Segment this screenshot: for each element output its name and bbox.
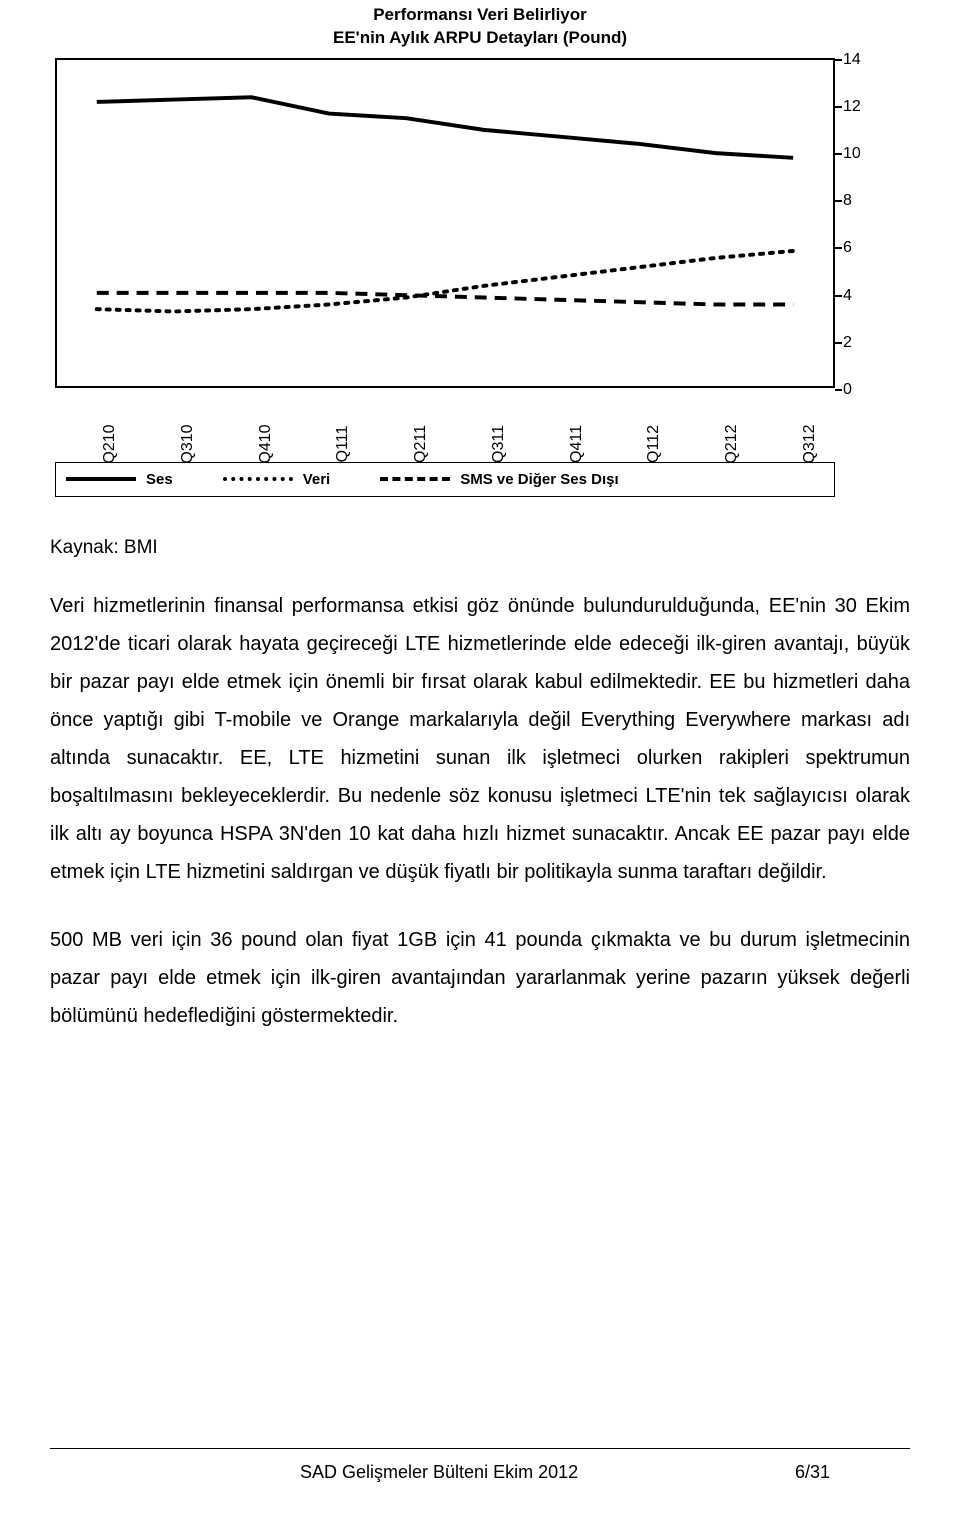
legend-label-sms: SMS ve Diğer Ses Dışı bbox=[460, 471, 618, 488]
series-sms bbox=[97, 293, 793, 305]
footer-page: 6/31 bbox=[795, 1462, 830, 1483]
y-tick-label: 10 bbox=[843, 145, 861, 163]
series-veri bbox=[97, 251, 793, 312]
legend-label-veri: Veri bbox=[303, 471, 331, 488]
chart-container: 02468101214 Q210Q310Q410Q111Q211Q311Q411… bbox=[55, 58, 905, 497]
series-ses bbox=[97, 97, 793, 158]
y-tick-mark bbox=[835, 59, 842, 61]
x-tick-label: Q210 bbox=[101, 424, 119, 463]
legend-sample-dotted bbox=[223, 477, 293, 481]
legend-item-ses: Ses bbox=[66, 471, 173, 488]
footer-center: SAD Gelişmeler Bülteni Ekim 2012 bbox=[300, 1462, 578, 1483]
plot-area: 02468101214 bbox=[55, 58, 835, 388]
x-tick-label: Q112 bbox=[645, 425, 663, 463]
y-tick-label: 8 bbox=[843, 192, 852, 210]
legend-sample-solid bbox=[66, 477, 136, 481]
footer: SAD Gelişmeler Bülteni Ekim 2012 6/31 bbox=[50, 1462, 910, 1483]
y-tick-mark bbox=[835, 106, 842, 108]
source-label: Kaynak: BMI bbox=[50, 537, 910, 559]
chart-title-line2: EE'nin Aylık ARPU Detayları (Pound) bbox=[333, 28, 627, 47]
y-tick-mark bbox=[835, 153, 842, 155]
x-tick-label: Q212 bbox=[723, 424, 741, 463]
paragraph-1: Veri hizmetlerinin finansal performansa … bbox=[50, 587, 910, 891]
y-tick-mark bbox=[835, 247, 842, 249]
y-tick-label: 14 bbox=[843, 51, 861, 69]
y-tick-mark bbox=[835, 295, 842, 297]
chart-title: Performansı Veri Belirliyor EE'nin Aylık… bbox=[50, 0, 910, 50]
legend-label-ses: Ses bbox=[146, 471, 173, 488]
chart-svg bbox=[57, 60, 833, 386]
y-tick-label: 2 bbox=[843, 334, 852, 352]
x-tick-label: Q410 bbox=[257, 424, 275, 463]
legend-item-veri: Veri bbox=[223, 471, 331, 488]
y-tick-label: 0 bbox=[843, 381, 852, 399]
paragraph-2: 500 MB veri için 36 pound olan fiyat 1GB… bbox=[50, 921, 910, 1035]
x-tick-label: Q311 bbox=[490, 425, 508, 463]
y-tick-mark bbox=[835, 200, 842, 202]
x-axis: Q210Q310Q410Q111Q211Q311Q411Q112Q212Q312 bbox=[55, 394, 835, 454]
x-tick-label: Q411 bbox=[568, 425, 586, 463]
x-tick-label: Q310 bbox=[179, 424, 197, 463]
legend-item-sms: SMS ve Diğer Ses Dışı bbox=[380, 471, 618, 488]
legend-sample-dashed bbox=[380, 477, 450, 481]
y-tick-label: 12 bbox=[843, 98, 861, 116]
x-tick-label: Q111 bbox=[334, 425, 352, 462]
x-tick-label: Q312 bbox=[801, 424, 819, 463]
y-tick-mark bbox=[835, 342, 842, 344]
y-tick-mark bbox=[835, 389, 842, 391]
footer-divider bbox=[50, 1448, 910, 1449]
chart-title-line1: Performansı Veri Belirliyor bbox=[373, 5, 587, 24]
y-tick-label: 6 bbox=[843, 239, 852, 257]
x-tick-label: Q211 bbox=[412, 425, 430, 463]
y-tick-label: 4 bbox=[843, 287, 852, 305]
legend: Ses Veri SMS ve Diğer Ses Dışı bbox=[55, 462, 835, 497]
y-axis: 0 2 4 6 8 10 12 14 bbox=[835, 46, 871, 404]
